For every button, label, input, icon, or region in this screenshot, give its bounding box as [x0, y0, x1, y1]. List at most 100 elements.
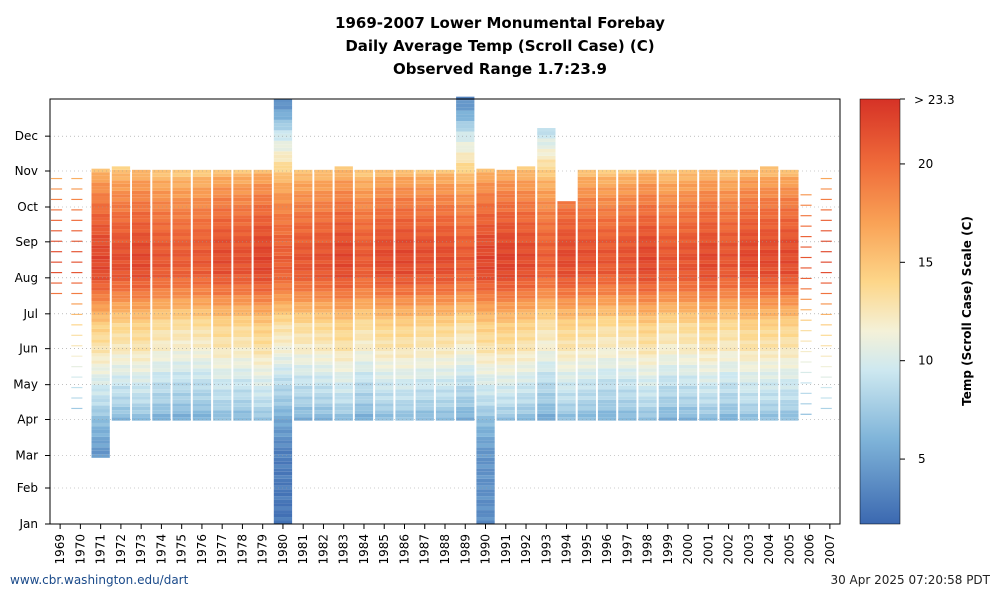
heatmap-cell-1998-303: [638, 169, 657, 174]
heatmap-cell-2000-120: [678, 382, 698, 386]
heatmap-cell-1987-207: [415, 281, 434, 285]
heatmap-cell-1972-288: [111, 187, 131, 191]
heatmap-cell-1978-177: [233, 316, 252, 320]
heatmap-cell-1997-108: [618, 396, 637, 400]
heatmap-cell-1981-243: [294, 239, 313, 243]
heatmap-cell-1979-258: [253, 222, 272, 226]
heatmap-cell-2003-246: [739, 236, 758, 240]
heatmap-cell-1997-195: [618, 295, 637, 299]
heatmap-cell-1971-256: [91, 224, 110, 228]
heatmap-cell-1984-90: [354, 417, 374, 421]
heatmap-cell-1993-291: [537, 183, 556, 188]
heatmap-cell-1980-265: [273, 213, 293, 218]
heatmap-cell-1983-144: [334, 354, 353, 358]
heatmap-cell-1983-270: [334, 208, 353, 212]
heatmap-cell-1990-139: [476, 360, 495, 364]
heatmap-cell-1981-135: [294, 364, 313, 369]
heatmap-cell-1983-99: [334, 406, 353, 411]
heatmap-cell-2005-135: [780, 364, 799, 369]
heatmap-cell-1996-171: [597, 323, 617, 327]
heatmap-cell-1986-258: [395, 222, 414, 226]
heatmap-cell-1988-237: [435, 246, 455, 250]
heatmap-cell-2003-147: [739, 350, 758, 355]
heatmap-cell-2005-165: [780, 330, 799, 334]
heatmap-cell-2001-105: [699, 399, 718, 404]
heatmap-cell-1984-213: [354, 274, 374, 278]
heatmap-cell-1998-300: [638, 173, 657, 177]
heatmap-cell-1988-279: [435, 197, 455, 202]
heatmap-cell-1975-225: [172, 260, 191, 264]
heatmap-cell-1990-136: [476, 363, 495, 368]
heatmap-cell-1978-123: [233, 378, 252, 383]
heatmap-cell-1998-291: [638, 183, 657, 188]
heatmap-cell-2006-140: [800, 361, 812, 363]
heatmap-cell-1986-231: [395, 253, 414, 257]
heatmap-cell-1992-273: [516, 204, 536, 209]
heatmap-cell-1978-147: [233, 350, 252, 355]
heatmap-cell-2001-243: [699, 239, 718, 243]
heatmap-cell-1991-141: [496, 357, 515, 362]
heatmap-cell-1998-228: [638, 256, 657, 261]
heatmap-cell-1975-207: [172, 281, 191, 285]
heatmap-cell-1982-141: [314, 357, 333, 362]
heatmap-cell-1982-165: [314, 330, 333, 334]
heatmap-cell-2002-96: [719, 410, 738, 414]
heatmap-cell-1989-93: [456, 413, 475, 418]
heatmap-cell-1991-273: [496, 204, 515, 209]
heatmap-cell-1979-249: [253, 232, 272, 237]
heatmap-cell-1989-345: [456, 121, 475, 125]
heatmap-cell-1991-180: [496, 312, 515, 317]
heatmap-cell-1988-207: [435, 281, 455, 285]
heatmap-cell-1988-186: [435, 305, 455, 310]
heatmap-cell-1994-117: [557, 385, 576, 390]
heatmap-cell-1992-132: [516, 368, 536, 372]
heatmap-cell-1997-249: [618, 232, 637, 237]
heatmap-cell-1985-135: [375, 364, 394, 369]
heatmap-cell-1980-307: [273, 165, 293, 169]
heatmap-cell-1979-192: [253, 298, 272, 303]
heatmap-cell-1986-273: [395, 204, 414, 209]
heatmap-cell-1976-228: [192, 256, 212, 261]
heatmap-cell-1984-141: [354, 357, 374, 362]
heatmap-cell-2007-289: [820, 188, 832, 190]
heatmap-cell-1978-114: [233, 389, 252, 393]
heatmap-cell-1973-297: [132, 176, 151, 181]
heatmap-cell-2003-249: [739, 232, 758, 237]
heatmap-cell-1974-129: [152, 371, 171, 376]
x-tick-label-2005: 2005: [782, 534, 796, 565]
heatmap-cell-1987-279: [415, 197, 434, 202]
heatmap-cell-1971-178: [91, 314, 110, 319]
heatmap-cell-1999-222: [658, 263, 677, 268]
heatmap-cell-1991-252: [496, 229, 515, 233]
heatmap-cell-2004-135: [760, 364, 779, 369]
heatmap-cell-1994-93: [557, 413, 576, 418]
heatmap-cell-1999-93: [658, 413, 677, 418]
heatmap-cell-1975-132: [172, 368, 191, 372]
heatmap-cell-2002-255: [719, 225, 738, 230]
heatmap-cell-1983-159: [334, 337, 353, 341]
heatmap-cell-2002-99: [719, 406, 738, 411]
heatmap-cell-2007-217: [820, 272, 832, 274]
heatmap-cell-2003-270: [739, 208, 758, 212]
heatmap-cell-2003-174: [739, 319, 758, 324]
heatmap-cell-1983-147: [334, 350, 353, 355]
heatmap-cell-1989-234: [456, 249, 475, 254]
heatmap-cell-1983-300: [334, 173, 353, 177]
heatmap-cell-1997-246: [618, 236, 637, 240]
heatmap-cell-1997-303: [618, 169, 637, 174]
heatmap-cell-1996-249: [597, 232, 617, 237]
heatmap-cell-1980-346: [273, 119, 293, 124]
heatmap-cell-1990-157: [476, 339, 495, 343]
heatmap-cell-1975-234: [172, 249, 191, 254]
heatmap-cell-1984-126: [354, 375, 374, 379]
heatmap-cell-1999-186: [658, 305, 677, 310]
heatmap-cell-1978-243: [233, 239, 252, 243]
heatmap-cell-1999-144: [658, 354, 677, 358]
heatmap-cell-1972-210: [111, 277, 131, 282]
footer-source-link[interactable]: www.cbr.washington.edu/dart: [10, 573, 189, 587]
heatmap-cell-1986-102: [395, 403, 414, 407]
heatmap-cell-1995-93: [577, 413, 596, 418]
heatmap-cell-2000-138: [678, 361, 698, 365]
heatmap-cell-1983-279: [334, 197, 353, 202]
heatmap-cell-1973-162: [132, 333, 151, 338]
